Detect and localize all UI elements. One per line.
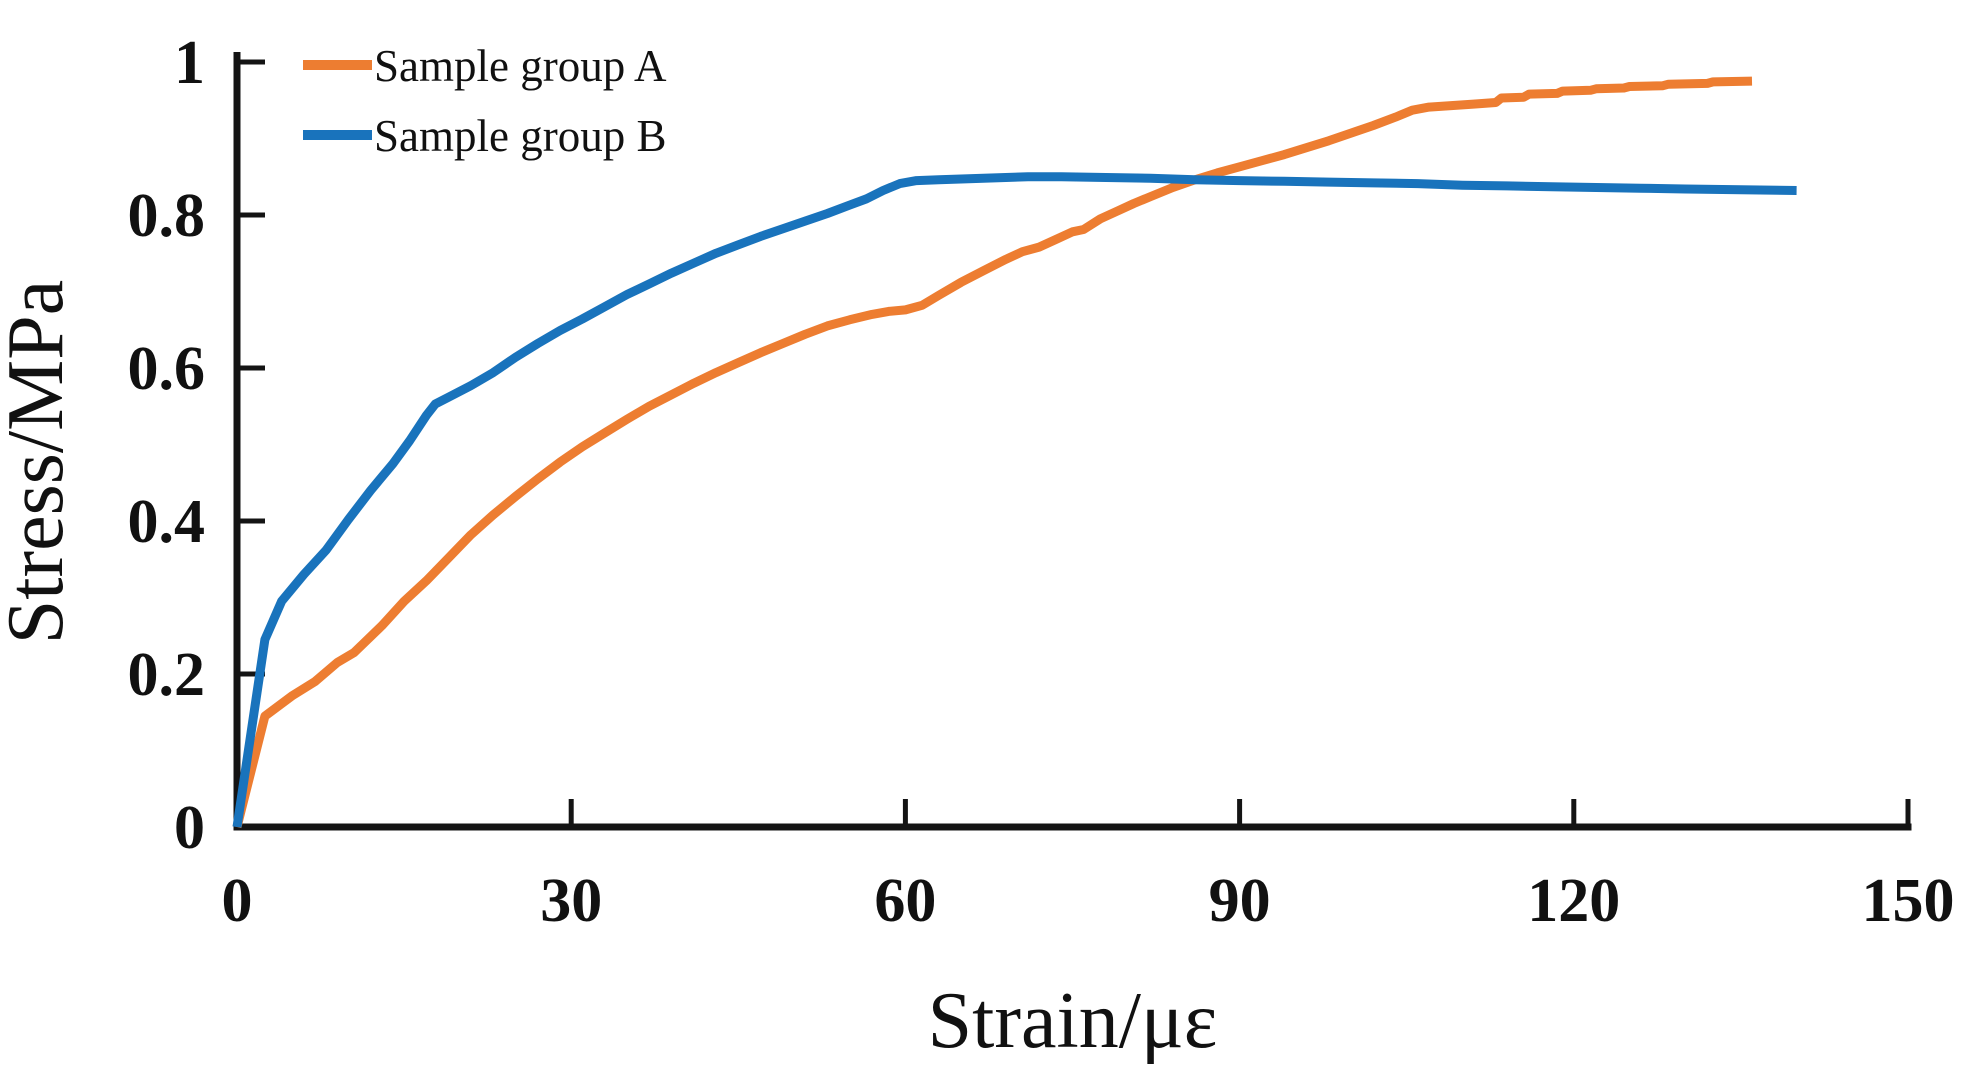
x-axis-title: Strain/με (928, 977, 1218, 1065)
x-tick-label: 120 (1527, 867, 1620, 935)
legend-label: Sample group B (374, 111, 666, 161)
x-tick-label: 0 (222, 867, 253, 935)
x-tick-label: 60 (874, 867, 936, 935)
legend: Sample group A Sample group B (303, 41, 667, 161)
y-tick-label: 1 (174, 29, 205, 97)
y-axis-title: Stress/MPa (0, 280, 80, 645)
y-tick-label: 0 (174, 794, 205, 862)
y-tick-label: 0.6 (128, 335, 206, 403)
legend-item: Sample group A (303, 41, 667, 91)
y-tick-label: 0.8 (128, 182, 206, 250)
y-tick-label: 0.4 (128, 488, 206, 556)
x-tick-label: 150 (1862, 867, 1955, 935)
legend-label: Sample group A (374, 41, 667, 91)
legend-item: Sample group B (303, 111, 666, 161)
x-tick-label: 30 (540, 867, 602, 935)
x-tick-label: 90 (1209, 867, 1271, 935)
series-line-sample-group-b (232, 172, 1797, 828)
series-line-sample-group-a (232, 76, 1753, 829)
y-tick-label: 0.2 (128, 641, 206, 709)
